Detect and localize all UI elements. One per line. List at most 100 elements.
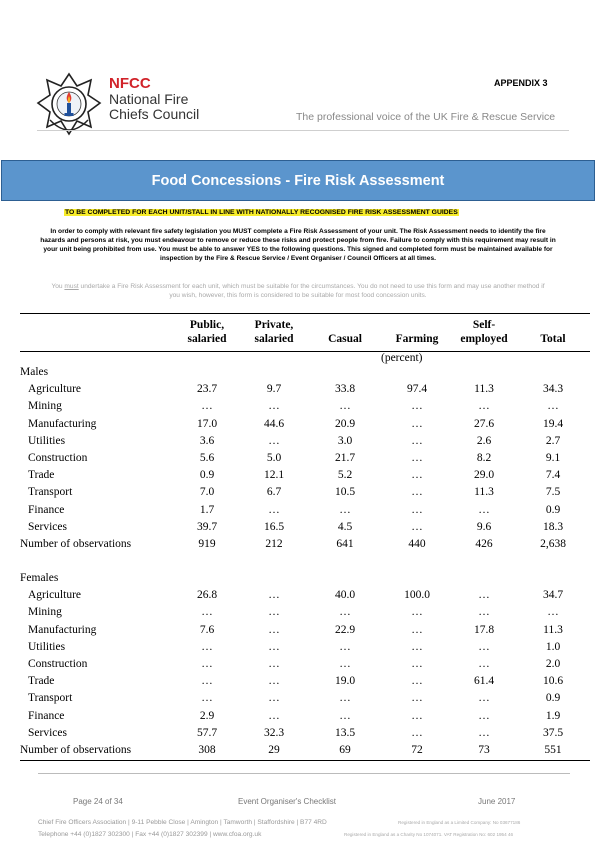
table-row: Mining……………… xyxy=(20,606,590,623)
footer-telephone: Telephone +44 (0)1827 302300 | Fax +44 (… xyxy=(38,831,262,838)
table-cell: 5.0 xyxy=(266,452,282,464)
table-row: Manufacturing 7.6 … 22.9 … 17.8 11.3 xyxy=(20,624,590,641)
table-row: Finance 1.7 … … … … 0.9 xyxy=(20,504,590,521)
table-cell: 33.8 xyxy=(334,383,356,396)
tagline: The professional voice of the UK Fire & … xyxy=(296,111,556,123)
table-cell: … xyxy=(268,658,280,670)
table-cell: … xyxy=(478,606,490,619)
table-cell: 23.7 xyxy=(196,383,218,396)
table-cell: … xyxy=(478,692,490,705)
table-cell: 1.9 xyxy=(545,709,561,722)
table-cell: 2.0 xyxy=(545,658,561,670)
table-row: Construction 5.6 5.0 21.7 … 8.2 9.1 xyxy=(20,452,590,469)
table-cell: … xyxy=(411,726,423,739)
guidance-must: must xyxy=(64,283,79,290)
table-cell: 100.0 xyxy=(404,589,430,602)
banner-title: Food Concessions - Fire Risk Assessment xyxy=(151,172,445,189)
section-females: Females xyxy=(20,572,590,589)
row-label: Transport xyxy=(28,692,73,705)
table-cell: 40.0 xyxy=(334,589,356,602)
instructions-text: In order to comply with relevant fire sa… xyxy=(40,228,556,262)
table-cell: … xyxy=(339,640,351,653)
row-label: Agriculture xyxy=(28,589,82,602)
table-cell: 6.7 xyxy=(266,486,282,499)
table-cell: 72 xyxy=(411,744,423,756)
table-cell: 11.3 xyxy=(474,383,494,396)
row-label: Utilities xyxy=(28,640,66,653)
table-cell: … xyxy=(411,503,423,516)
table-cell: … xyxy=(339,400,351,413)
table-cell: … xyxy=(478,658,490,670)
row-label: Finance xyxy=(28,503,65,516)
column-header: Casual xyxy=(305,318,385,346)
footer-document-name: Event Organiser's Checklist xyxy=(238,797,337,806)
row-label: Number of observations xyxy=(20,538,132,550)
row-label: Manufacturing xyxy=(28,623,97,636)
table-row: Mining……………… xyxy=(20,400,590,417)
table-cell: 5.2 xyxy=(337,469,353,482)
table-cell: 39.7 xyxy=(196,520,218,533)
unit-label: (percent) xyxy=(381,352,423,364)
table-cell: 5.6 xyxy=(199,452,215,464)
table-cell: 57.7 xyxy=(196,726,218,739)
table-cell: … xyxy=(411,658,423,670)
table-cell: … xyxy=(201,692,213,705)
highlight-note: TO BE COMPLETED FOR EACH UNIT/STALL IN L… xyxy=(64,209,459,216)
table-cell: … xyxy=(268,709,280,722)
column-header: Self-employed xyxy=(444,318,524,346)
table-cell: 34.7 xyxy=(542,589,564,602)
row-label: Services xyxy=(28,726,67,739)
row-label: Trade xyxy=(28,675,55,688)
table-cell: 12.1 xyxy=(263,469,285,482)
table-cell: … xyxy=(411,675,423,688)
table-top-rule xyxy=(20,313,590,314)
table-cell: 7.4 xyxy=(545,469,561,482)
table-cell: 19.0 xyxy=(334,675,356,688)
table-cell: 18.3 xyxy=(542,520,564,533)
column-header-line2: Casual xyxy=(328,333,362,345)
row-label: Agriculture xyxy=(28,383,82,396)
table-cell: … xyxy=(339,658,351,670)
org-name-line2: Chiefs Council xyxy=(109,106,200,122)
table-cell: 212 xyxy=(265,538,283,550)
table-row: Transport 7.0 6.7 10.5 … 11.3 7.5 xyxy=(20,486,590,503)
table-cell: 32.3 xyxy=(263,726,285,739)
table-row: Agriculture 26.8 … 40.0 100.0 … 34.7 xyxy=(20,589,590,606)
table-row: Trade … … 19.0 … 61.4 10.6 xyxy=(20,675,590,692)
table-cell: … xyxy=(478,589,490,602)
table-cell: 3.6 xyxy=(199,434,215,447)
table-row: Utilities … … … … … 1.0 xyxy=(20,641,590,658)
column-header-line1: Public, xyxy=(189,319,225,331)
table-cell: … xyxy=(268,503,280,516)
section-males: Males xyxy=(20,366,590,383)
table-cell: 27.6 xyxy=(473,417,495,430)
table-cell: 2.7 xyxy=(545,434,561,447)
table-cell: … xyxy=(411,400,423,413)
table-cell: 4.5 xyxy=(337,520,353,533)
table-cell: … xyxy=(547,400,559,413)
table-cell: 61.4 xyxy=(473,675,495,688)
table-cell: … xyxy=(478,726,490,739)
table-cell: … xyxy=(268,623,280,636)
table-cell: 2.6 xyxy=(476,434,492,447)
section-females-label: Females xyxy=(20,572,59,584)
table-cell: 10.5 xyxy=(334,486,356,499)
table-cell: … xyxy=(201,606,213,619)
table-row: Trade 0.9 12.1 5.2 … 29.0 7.4 xyxy=(20,469,590,486)
table-cell: 21.7 xyxy=(334,452,356,464)
table-cell: … xyxy=(268,692,280,705)
table-cell: 9.1 xyxy=(545,452,561,464)
footer-address: Chief Fire Officers Association | 9-11 P… xyxy=(38,819,327,826)
table-cell: … xyxy=(268,606,280,619)
row-label: Mining xyxy=(28,400,62,413)
table-cell: … xyxy=(411,692,423,705)
table-cell: 9.6 xyxy=(476,520,492,533)
table-cell: … xyxy=(339,709,351,722)
table-cell: 440 xyxy=(408,538,426,550)
row-label: Finance xyxy=(28,709,65,722)
table-cell: 7.0 xyxy=(199,486,215,499)
column-header: Farming xyxy=(377,318,457,346)
column-header-line1 xyxy=(513,318,593,332)
footer-divider xyxy=(38,773,570,774)
row-label: Mining xyxy=(28,606,62,619)
